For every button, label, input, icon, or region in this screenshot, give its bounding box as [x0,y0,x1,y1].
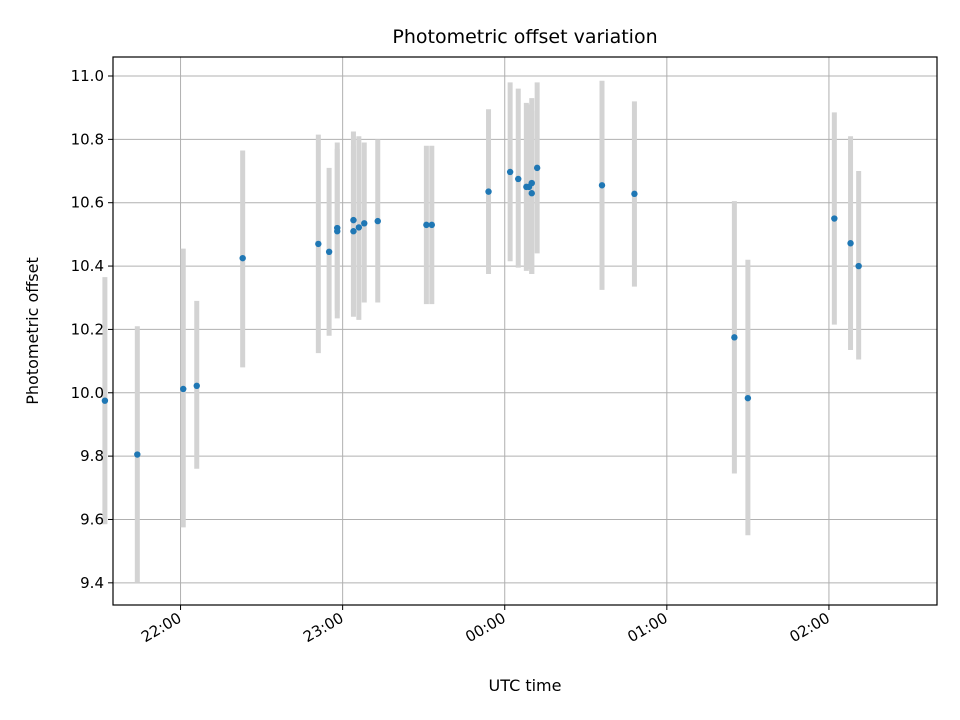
chart-title: Photometric offset variation [392,26,657,48]
data-point [731,334,738,341]
data-point [533,164,541,172]
data-point [350,216,357,224]
x-axis-label: UTC time [489,676,562,695]
data-point [598,182,606,189]
y-tick-label: 10.8 [71,130,104,148]
y-tick-label: 9.4 [80,574,104,592]
y-tick-label: 11.0 [71,67,104,85]
data-point [134,451,141,458]
y-tick-label: 10.0 [71,384,104,402]
data-point [744,394,752,402]
data-point [334,228,341,235]
data-point [528,190,535,197]
data-point [239,254,246,262]
y-tick-label: 10.6 [71,194,104,212]
data-point [428,221,435,229]
y-tick-label: 9.6 [80,510,104,528]
data-point [374,217,381,225]
data-point [101,397,109,404]
plot-frame [112,56,938,606]
y-axis-label: Photometric offset [23,257,42,405]
y-tick-label: 10.4 [71,257,104,275]
y-tick-label: 10.2 [71,320,104,338]
data-point [855,262,862,270]
data-point [325,248,333,256]
y-tick-label: 9.8 [80,447,104,465]
data-point [631,190,638,198]
data-point [515,175,522,183]
data-point [361,220,368,227]
y-axis-ticks: 9.4 9.6 9.8 10.0 10.2 10.4 10.6 10.8 11.0 [71,67,113,592]
data-points [101,164,862,458]
data-point [355,224,363,231]
data-point [423,221,430,229]
data-point [193,382,200,389]
data-point [847,240,854,247]
data-point [831,215,838,222]
data-point [528,179,535,187]
data-point [315,240,322,248]
data-point [506,168,514,176]
data-point [180,385,187,393]
data-point [485,188,492,195]
data-point [350,228,357,235]
